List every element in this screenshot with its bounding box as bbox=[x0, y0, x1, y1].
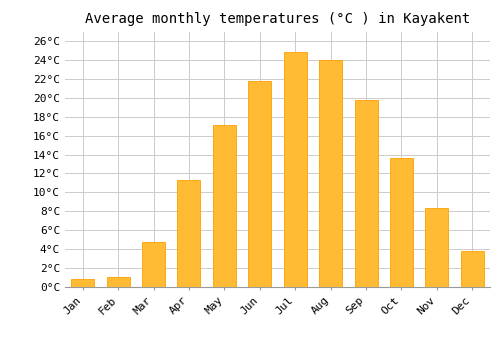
Bar bbox=[248, 81, 272, 287]
Bar bbox=[319, 60, 342, 287]
Bar bbox=[213, 125, 236, 287]
Bar bbox=[390, 158, 413, 287]
Bar bbox=[461, 251, 484, 287]
Bar bbox=[106, 276, 130, 287]
Bar bbox=[284, 52, 306, 287]
Bar bbox=[354, 100, 378, 287]
Bar bbox=[142, 241, 165, 287]
Title: Average monthly temperatures (°C ) in Kayakent: Average monthly temperatures (°C ) in Ka… bbox=[85, 12, 470, 26]
Bar bbox=[178, 180, 201, 287]
Bar bbox=[426, 209, 448, 287]
Bar bbox=[71, 279, 94, 287]
